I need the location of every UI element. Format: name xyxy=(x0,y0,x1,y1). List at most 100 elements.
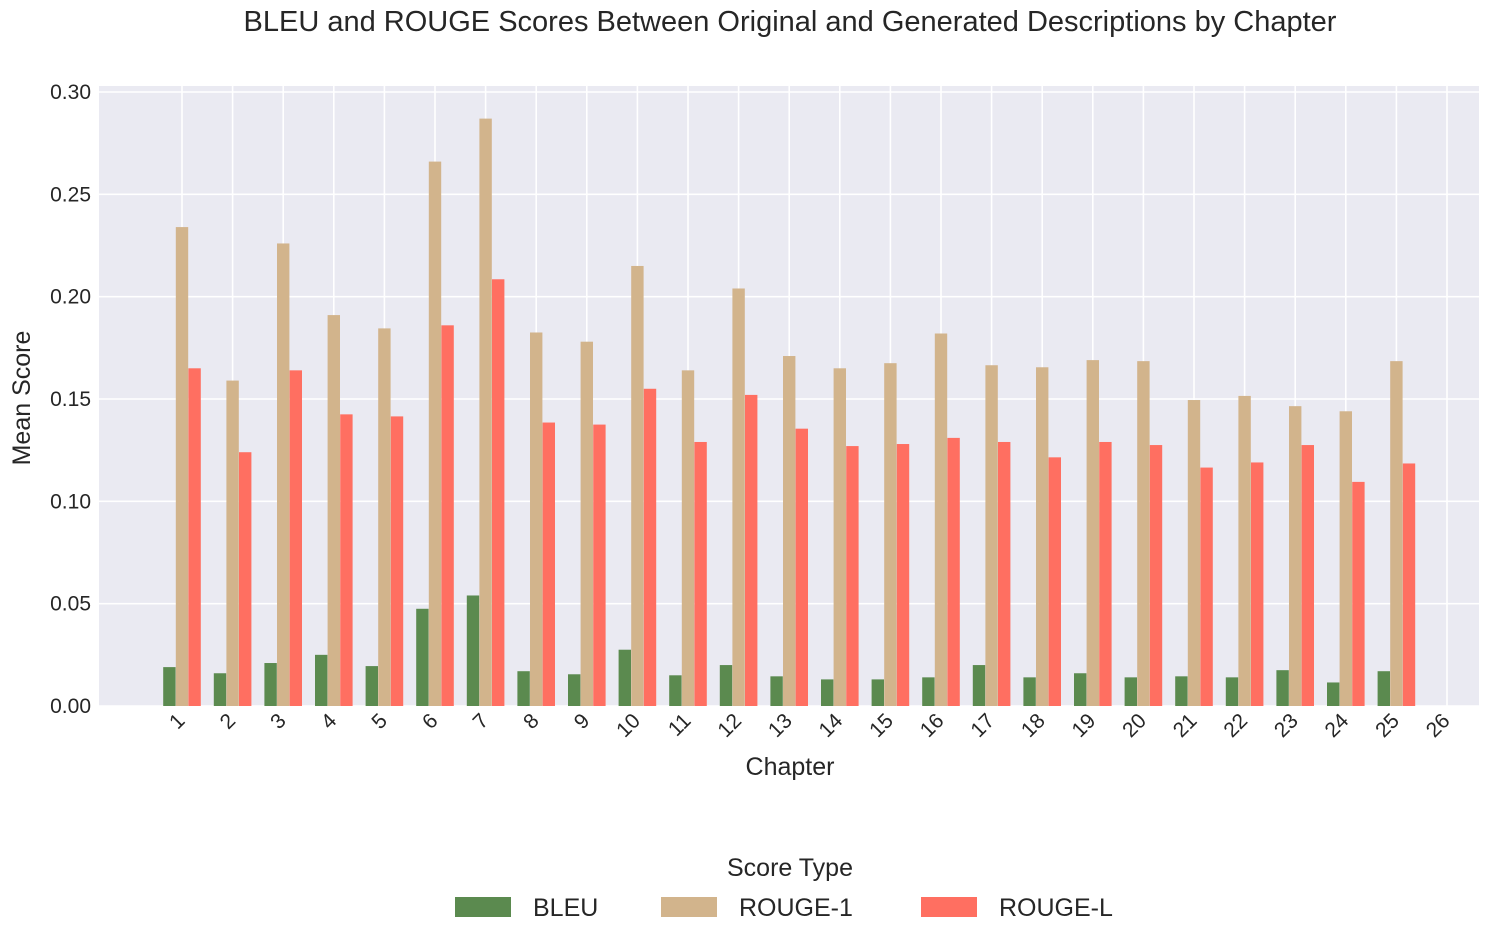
bar-rouge-1-chapter-10 xyxy=(631,265,644,706)
bar-rouge-l-chapter-15 xyxy=(896,444,910,706)
bar-rouge-1-chapter-16 xyxy=(934,333,948,706)
bar-rouge-1-chapter-1 xyxy=(175,227,189,706)
bar-rouge-1-chapter-23 xyxy=(1289,406,1302,706)
legend-swatch-rouge-1 xyxy=(661,897,717,917)
bar-rouge-1-chapter-15 xyxy=(884,363,897,706)
bar-rouge-1-chapter-24 xyxy=(1339,411,1352,706)
x-tick-label: 23 xyxy=(1270,709,1303,742)
bar-rouge-1-chapter-12 xyxy=(732,288,745,706)
x-tick-label: 24 xyxy=(1321,709,1354,742)
bar-rouge-l-chapter-4 xyxy=(340,414,353,706)
x-tick-label: 1 xyxy=(165,709,190,734)
x-tick-label: 16 xyxy=(916,709,949,742)
legend: Score Type BLEU ROUGE-1 ROUGE-L xyxy=(455,854,1113,922)
x-tick-label: 21 xyxy=(1169,709,1202,742)
bar-rouge-l-chapter-6 xyxy=(441,325,454,706)
bar-rouge-l-chapter-10 xyxy=(643,388,657,706)
bar-bleu-chapter-18 xyxy=(1023,677,1036,706)
bar-bleu-chapter-21 xyxy=(1175,676,1188,706)
bar-rouge-1-chapter-4 xyxy=(327,315,340,706)
bar-rouge-1-chapter-19 xyxy=(1086,360,1099,706)
bar-rouge-l-chapter-23 xyxy=(1301,445,1314,706)
bar-rouge-l-chapter-5 xyxy=(390,416,404,706)
x-tick-label: 12 xyxy=(713,709,746,742)
bar-rouge-1-chapter-8 xyxy=(530,332,543,706)
bar-bleu-chapter-7 xyxy=(466,595,480,706)
bar-bleu-chapter-12 xyxy=(719,665,733,706)
x-axis-label: Chapter xyxy=(746,753,835,781)
legend-swatch-bleu xyxy=(455,897,511,917)
bar-rouge-1-chapter-13 xyxy=(783,356,796,706)
legend-title: Score Type xyxy=(727,854,853,882)
bar-rouge-l-chapter-13 xyxy=(795,428,808,706)
bar-bleu-chapter-17 xyxy=(972,665,986,706)
y-tick-label: 0.10 xyxy=(50,490,91,513)
x-tick-label: 26 xyxy=(1422,709,1455,742)
bar-bleu-chapter-3 xyxy=(264,663,277,706)
bar-bleu-chapter-8 xyxy=(517,671,530,706)
x-tick-label: 13 xyxy=(764,709,797,742)
bar-bleu-chapter-9 xyxy=(568,674,581,706)
x-tick-label: 20 xyxy=(1118,709,1151,742)
bar-rouge-l-chapter-25 xyxy=(1402,463,1416,706)
legend-label-rouge-1: ROUGE-1 xyxy=(739,894,853,922)
bar-bleu-chapter-19 xyxy=(1074,673,1087,706)
x-tick-label: 18 xyxy=(1017,709,1050,742)
bar-rouge-1-chapter-21 xyxy=(1187,400,1201,706)
bar-rouge-l-chapter-19 xyxy=(1099,441,1112,706)
bar-rouge-l-chapter-14 xyxy=(846,446,859,706)
y-tick-label: 0.20 xyxy=(50,286,91,309)
bar-rouge-l-chapter-17 xyxy=(998,441,1011,706)
bar-bleu-chapter-23 xyxy=(1276,670,1289,706)
x-tick-label: 19 xyxy=(1068,709,1101,742)
bar-rouge-1-chapter-25 xyxy=(1390,361,1403,706)
bar-rouge-l-chapter-9 xyxy=(593,424,606,706)
bar-rouge-1-chapter-22 xyxy=(1238,395,1251,706)
bar-rouge-l-chapter-20 xyxy=(1149,445,1163,706)
x-tick-label: 3 xyxy=(266,709,291,734)
bar-bleu-chapter-25 xyxy=(1377,671,1390,706)
bar-bleu-chapter-20 xyxy=(1124,677,1137,706)
chart-title: BLEU and ROUGE Scores Between Original a… xyxy=(244,6,1337,38)
bar-rouge-1-chapter-5 xyxy=(378,328,391,706)
bar-bleu-chapter-5 xyxy=(365,666,378,706)
y-tick-label: 0.05 xyxy=(50,593,91,616)
bars-group xyxy=(163,118,1416,706)
x-tick-label: 25 xyxy=(1371,709,1404,742)
bar-rouge-1-chapter-2 xyxy=(226,380,239,706)
x-tick-label: 17 xyxy=(966,709,999,742)
bar-rouge-1-chapter-18 xyxy=(1036,367,1049,706)
bar-rouge-l-chapter-21 xyxy=(1200,467,1213,706)
y-axis-label: Mean Score xyxy=(8,331,36,466)
bar-rouge-1-chapter-17 xyxy=(985,365,998,706)
bar-rouge-l-chapter-12 xyxy=(745,394,758,706)
x-tick-label: 4 xyxy=(317,709,342,734)
bar-rouge-1-chapter-3 xyxy=(277,243,290,706)
bar-bleu-chapter-6 xyxy=(416,608,429,706)
y-tick-labels: 0.00 0.05 0.10 0.15 0.20 0.25 0.30 xyxy=(50,81,91,718)
x-tick-label: 15 xyxy=(865,709,898,742)
legend-swatch-rouge-l xyxy=(921,897,977,917)
bar-rouge-1-chapter-7 xyxy=(479,118,492,706)
x-tick-label: 10 xyxy=(612,709,645,742)
legend-label-rouge-l: ROUGE-L xyxy=(999,894,1113,922)
bar-rouge-l-chapter-7 xyxy=(492,279,505,706)
y-tick-label: 0.15 xyxy=(50,388,91,411)
bar-bleu-chapter-2 xyxy=(213,673,227,706)
x-tick-label: 14 xyxy=(815,709,848,742)
bar-bleu-chapter-16 xyxy=(922,677,935,706)
bar-bleu-chapter-4 xyxy=(315,654,328,706)
x-tick-label: 6 xyxy=(418,709,443,734)
bar-rouge-l-chapter-16 xyxy=(947,437,960,706)
bar-rouge-l-chapter-22 xyxy=(1251,462,1264,706)
bar-bleu-chapter-11 xyxy=(669,675,682,706)
x-tick-label: 2 xyxy=(216,709,241,734)
bar-rouge-1-chapter-20 xyxy=(1137,361,1150,706)
bar-bleu-chapter-14 xyxy=(821,679,834,706)
legend-label-bleu: BLEU xyxy=(533,894,598,922)
x-tick-label: 11 xyxy=(664,709,696,741)
bar-bleu-chapter-24 xyxy=(1327,682,1340,706)
legend-items: BLEU ROUGE-1 ROUGE-L xyxy=(455,894,1113,922)
y-tick-label: 0.25 xyxy=(50,183,91,206)
y-tick-label: 0.00 xyxy=(50,695,91,718)
